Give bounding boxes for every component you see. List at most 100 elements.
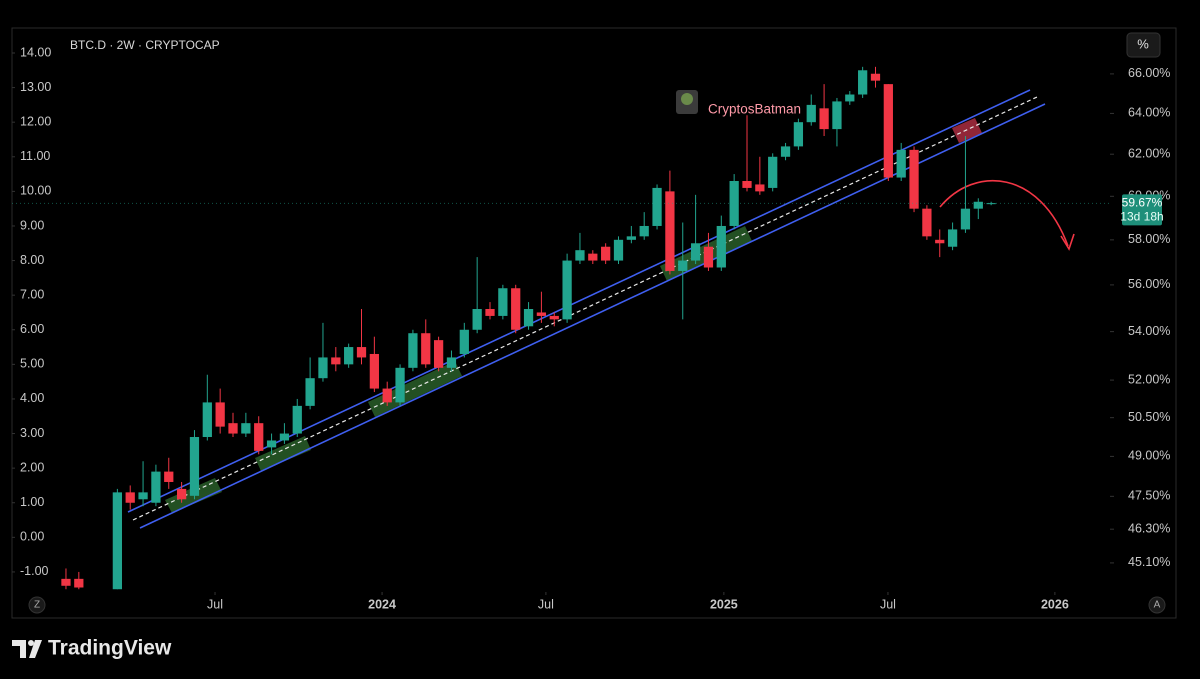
- y-tick-label: 6.00: [20, 322, 44, 336]
- candle-body: [883, 84, 893, 178]
- y2-tick-label: 64.00%: [1128, 106, 1170, 120]
- candle-body: [151, 471, 161, 503]
- logo-part: [29, 640, 42, 658]
- candle-body: [176, 488, 187, 500]
- y2-tick-label: 50.50%: [1128, 410, 1170, 424]
- y-tick-label: 8.00: [20, 253, 44, 267]
- candle-body: [845, 94, 855, 102]
- candle-body: [485, 309, 495, 316]
- candle-body: [433, 340, 444, 368]
- candle-body: [690, 243, 701, 261]
- candle-body: [125, 492, 135, 503]
- candle-body: [74, 578, 84, 588]
- candle-body: [575, 250, 585, 261]
- candle-body: [549, 315, 559, 320]
- x-tick-label: Jul: [207, 597, 223, 611]
- candle-body: [819, 108, 829, 130]
- avatar-face: [681, 93, 693, 105]
- candle-body: [832, 101, 842, 130]
- left-button[interactable]: [28, 596, 46, 614]
- candle-body: [459, 329, 469, 354]
- right-button-label: A: [1154, 600, 1161, 611]
- candle-body: [716, 225, 726, 268]
- candle-body: [742, 180, 752, 188]
- channel-upper: [127, 89, 1031, 513]
- y2-tick-label: 52.00%: [1128, 372, 1170, 386]
- candle-body: [369, 353, 379, 389]
- candle-body: [678, 260, 688, 271]
- channel-lower: [139, 103, 1046, 529]
- candle-body: [947, 229, 958, 247]
- y-tick-label: 10.00: [20, 184, 51, 198]
- y2-tick-label: 62.00%: [1128, 146, 1170, 160]
- y2-tick-label: 58.00%: [1128, 232, 1170, 246]
- x-tick-label: Jul: [880, 597, 896, 611]
- highlight-zone: [952, 118, 982, 143]
- scale-button[interactable]: [1126, 32, 1161, 58]
- candle-body: [588, 253, 598, 261]
- logo-part: [12, 640, 26, 658]
- candle-body: [112, 492, 122, 590]
- candle-body: [331, 357, 341, 365]
- candle-body: [935, 239, 945, 244]
- y-tick-label: 2.00: [20, 460, 44, 474]
- y2-tick-label: 47.50%: [1128, 489, 1170, 503]
- candle-body: [793, 122, 804, 147]
- candle-body: [973, 201, 983, 209]
- candle-body: [164, 471, 174, 482]
- candle-body: [960, 208, 971, 230]
- y2-tick-label: 66.00%: [1128, 66, 1170, 80]
- candle-body: [279, 433, 290, 441]
- candle-body: [189, 437, 200, 496]
- projection-arrow: [939, 179, 1069, 247]
- scale-button-label: %: [1137, 36, 1149, 51]
- y-tick-label: 13.00: [20, 80, 51, 94]
- y-tick-label: 1.00: [20, 495, 44, 509]
- candle-body: [395, 367, 405, 403]
- candles: [61, 66, 996, 590]
- candle-body: [266, 440, 277, 448]
- y-tick-label: 0.00: [20, 530, 44, 544]
- x-tick-label: Jul: [538, 597, 554, 611]
- candle-body: [755, 184, 765, 192]
- candle-body: [318, 357, 328, 379]
- y-tick-label: 11.00: [20, 149, 50, 163]
- y-tick-label: 3.00: [20, 426, 44, 440]
- y-tick-label: 14.00: [20, 45, 51, 59]
- y2-tick-label: 56.00%: [1128, 277, 1170, 291]
- candle-body: [472, 309, 482, 330]
- candle-body: [909, 149, 919, 209]
- y-tick-label: -1.00: [20, 564, 49, 578]
- symbol-title: BTC.D · 2W · CRYPTOCAP: [70, 38, 220, 52]
- x-tick-label: 2024: [368, 597, 396, 611]
- candle-body: [241, 423, 251, 434]
- left-button-label: Z: [34, 600, 40, 611]
- candle-body: [768, 156, 778, 188]
- y2-tick-label: 45.10%: [1128, 555, 1170, 569]
- candle-body: [344, 347, 354, 365]
- y2-tick-label: 46.30%: [1128, 521, 1170, 535]
- brand: TradingView: [48, 637, 172, 660]
- last-price-box: [1122, 194, 1162, 226]
- candle-body: [806, 104, 816, 123]
- right-button[interactable]: [1148, 596, 1166, 614]
- candle-body: [446, 357, 457, 368]
- candle-body: [138, 492, 148, 500]
- y-tick-label: 9.00: [20, 218, 44, 232]
- candle-body: [305, 378, 315, 406]
- candle-body: [986, 203, 996, 205]
- candle-body: [626, 236, 636, 240]
- brand-logo: TradingView: [12, 637, 172, 660]
- candle-body: [61, 578, 71, 586]
- y2-tick-label: 49.00%: [1128, 449, 1170, 463]
- candle-body: [613, 239, 624, 261]
- countdown-label: 13d 18h: [1120, 210, 1163, 224]
- candle-body: [408, 333, 418, 368]
- last-price-label: 59.67%: [1122, 196, 1163, 210]
- candle-body: [254, 423, 264, 451]
- candle-body: [639, 225, 649, 237]
- candle-body: [536, 312, 547, 316]
- candle-body: [601, 246, 611, 261]
